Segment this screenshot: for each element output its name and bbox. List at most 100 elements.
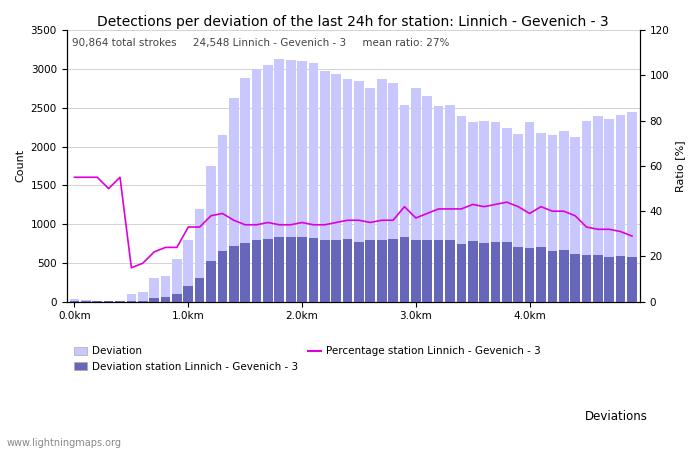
Bar — [389, 83, 398, 302]
Bar — [309, 238, 318, 302]
Bar — [206, 261, 216, 302]
Bar — [320, 71, 330, 302]
Bar — [525, 248, 534, 302]
Bar — [138, 292, 148, 302]
Bar — [240, 243, 250, 302]
Bar — [149, 279, 159, 302]
Bar — [570, 254, 580, 302]
Bar — [536, 133, 546, 302]
Legend: Deviation, Deviation station Linnich - Gevenich - 3, Percentage station Linnich : Deviation, Deviation station Linnich - G… — [70, 342, 545, 376]
Bar — [536, 248, 546, 302]
Bar — [389, 239, 398, 302]
Bar — [343, 239, 352, 302]
Bar — [331, 240, 341, 302]
Bar — [218, 251, 228, 302]
Bar — [354, 81, 364, 302]
Bar — [161, 297, 170, 302]
Bar — [616, 256, 626, 302]
Bar — [468, 122, 477, 302]
Bar — [127, 301, 136, 302]
Bar — [252, 69, 261, 302]
Bar — [434, 106, 443, 302]
Bar — [298, 237, 307, 302]
Bar — [263, 65, 273, 302]
Bar — [570, 137, 580, 302]
Bar — [445, 240, 455, 302]
Bar — [525, 122, 534, 302]
Bar — [92, 301, 102, 302]
Bar — [195, 279, 204, 302]
Bar — [286, 237, 295, 302]
Bar — [400, 237, 410, 302]
Bar — [468, 241, 477, 302]
Bar — [456, 116, 466, 302]
Bar — [218, 135, 228, 302]
Bar — [491, 242, 500, 302]
Bar — [445, 105, 455, 302]
Bar — [547, 135, 557, 302]
Bar — [513, 134, 523, 302]
Bar — [104, 301, 113, 302]
Bar — [229, 246, 239, 302]
Text: Deviations: Deviations — [584, 410, 648, 423]
Bar — [604, 256, 614, 302]
Bar — [240, 78, 250, 302]
Bar — [286, 60, 295, 302]
Bar — [206, 166, 216, 302]
Bar — [377, 79, 386, 302]
Title: Detections per deviation of the last 24h for station: Linnich - Gevenich - 3: Detections per deviation of the last 24h… — [97, 15, 609, 29]
Bar — [183, 240, 193, 302]
Bar — [298, 61, 307, 302]
Bar — [593, 116, 603, 302]
Bar — [547, 251, 557, 302]
Bar — [127, 294, 136, 302]
Bar — [354, 242, 364, 302]
Bar — [456, 243, 466, 302]
Bar — [480, 121, 489, 302]
Bar — [593, 255, 603, 302]
Bar — [149, 298, 159, 302]
Bar — [513, 248, 523, 302]
Bar — [263, 239, 273, 302]
Bar — [70, 299, 79, 302]
Y-axis label: Count: Count — [15, 149, 25, 183]
Bar — [400, 105, 410, 302]
Bar — [502, 128, 512, 302]
Bar — [480, 243, 489, 302]
Bar — [365, 240, 375, 302]
Bar — [422, 96, 432, 302]
Bar — [582, 255, 591, 302]
Bar — [274, 237, 284, 302]
Bar — [183, 286, 193, 302]
Bar — [616, 115, 626, 302]
Bar — [161, 276, 170, 302]
Bar — [559, 131, 568, 302]
Bar — [81, 300, 91, 302]
Bar — [559, 250, 568, 302]
Bar — [491, 122, 500, 302]
Bar — [172, 259, 182, 302]
Bar — [274, 59, 284, 302]
Bar — [252, 240, 261, 302]
Bar — [627, 112, 637, 302]
Bar — [411, 240, 421, 302]
Bar — [229, 99, 239, 302]
Bar — [411, 88, 421, 302]
Bar — [582, 121, 591, 302]
Bar — [172, 294, 182, 302]
Bar — [434, 240, 443, 302]
Text: 90,864 total strokes     24,548 Linnich - Gevenich - 3     mean ratio: 27%: 90,864 total strokes 24,548 Linnich - Ge… — [72, 38, 449, 48]
Bar — [377, 240, 386, 302]
Bar — [343, 79, 352, 302]
Bar — [422, 240, 432, 302]
Bar — [331, 74, 341, 302]
Bar — [365, 88, 375, 302]
Bar — [138, 301, 148, 302]
Bar — [309, 63, 318, 302]
Bar — [116, 301, 125, 302]
Bar — [195, 209, 204, 302]
Text: www.lightningmaps.org: www.lightningmaps.org — [7, 438, 122, 448]
Bar — [502, 242, 512, 302]
Bar — [604, 119, 614, 302]
Y-axis label: Ratio [%]: Ratio [%] — [675, 140, 685, 192]
